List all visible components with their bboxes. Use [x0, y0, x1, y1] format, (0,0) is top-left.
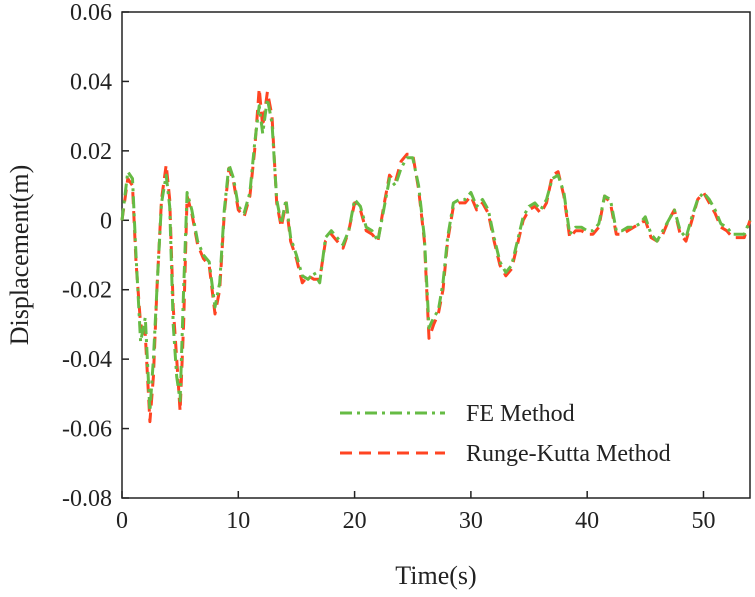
x-tick-label: 0 — [116, 508, 128, 534]
y-tick-label: 0.02 — [70, 139, 112, 165]
plot-frame — [121, 11, 751, 499]
y-tick-label: -0.02 — [62, 278, 112, 304]
series-line-fe-method — [120, 97, 752, 413]
y-tick-label: -0.08 — [62, 486, 112, 512]
legend-label-runge-kutta-method: Runge-Kutta Method — [466, 441, 671, 467]
x-tick-label: 20 — [343, 508, 367, 534]
y-axis-title: Displacement(m) — [5, 165, 34, 346]
y-tick-label: 0.04 — [70, 69, 112, 95]
x-axis-ticks: 0 10 20 30 40 50 — [116, 491, 715, 534]
y-tick-label: 0 — [100, 208, 112, 234]
y-tick-label: 0.06 — [70, 0, 112, 26]
legend-label-fe-method: FE Method — [466, 401, 575, 427]
x-tick-label: 30 — [459, 508, 483, 534]
y-tick-label: -0.06 — [62, 417, 112, 443]
x-axis-title: Time(s) — [395, 561, 476, 590]
x-tick-label: 10 — [226, 508, 250, 534]
y-tick-label: -0.04 — [62, 347, 112, 373]
series-line-runge-kutta-method — [120, 86, 752, 424]
x-tick-label: 40 — [575, 508, 599, 534]
legend: FE Method Runge-Kutta Method — [340, 401, 671, 467]
y-axis-ticks: -0.08 -0.06 -0.04 -0.02 0 0.02 0.04 0.06 — [62, 0, 129, 512]
series-layer — [120, 86, 752, 424]
x-tick-label: 50 — [691, 508, 715, 534]
